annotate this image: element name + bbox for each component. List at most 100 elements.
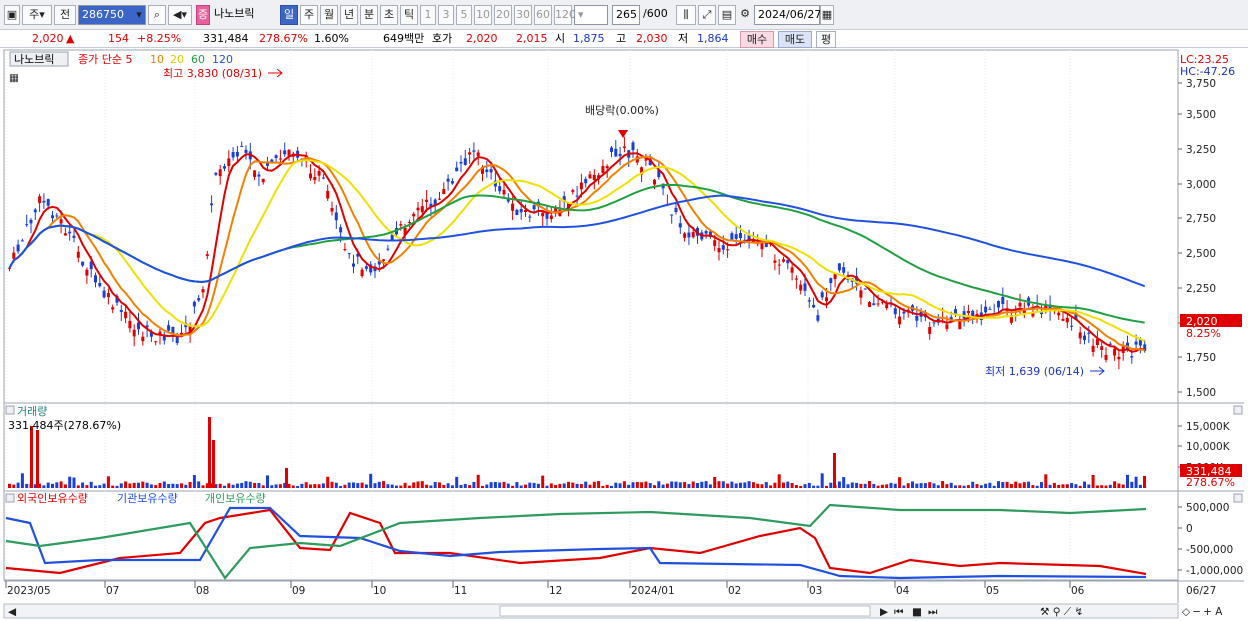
candle-body [1104,354,1108,360]
flow-close-icon[interactable] [1233,493,1243,503]
scrollbar-thumb[interactable] [499,605,871,617]
candle-body [137,322,140,330]
volume-bar [85,485,89,488]
legend-institution: 기관보유수량 [117,492,178,505]
candle-type-icon[interactable]: ⫼ [676,5,696,25]
count-input[interactable]: 265 [612,5,640,25]
period-month-tab[interactable]: 월 [320,5,338,25]
stop-icon[interactable]: ■ [912,606,922,618]
candle-body [1130,356,1134,358]
volume-bar [567,481,570,488]
period-second-tab[interactable]: 초 [380,5,398,25]
volume-bar [1121,484,1125,488]
volume-close-icon[interactable] [1233,405,1243,415]
buy-button[interactable]: 매수 [740,31,774,48]
volume-bar [330,481,334,488]
eval-button[interactable]: 평 [816,31,836,48]
period-week-button[interactable]: 주▾ [22,5,52,25]
interval-120-button[interactable]: 120 [554,5,576,25]
period-year-tab[interactable]: 년 [340,5,358,25]
volume-panel-icon[interactable] [5,405,15,415]
stock-name: 나노브릭 [214,7,255,20]
speaker-icon[interactable]: ◀▾ [168,5,192,25]
volume-bar [175,484,179,488]
volume-bar [124,481,128,488]
period-week-label: 주 [29,8,40,21]
candle-body [42,200,46,203]
volume-bar [889,482,893,488]
volume-bar [1138,484,1142,488]
candle-body [111,307,115,310]
interval-30-button[interactable]: 30 [514,5,532,25]
period-week-tab[interactable]: 주 [300,5,318,25]
interval-1-button[interactable]: 1 [420,5,436,25]
candle-body [605,166,609,169]
volume-bar [102,483,106,488]
volume-bar [868,481,871,488]
all-button[interactable]: 전 [54,5,76,25]
window-icon[interactable]: ▣ [4,5,20,25]
date-tick-label: 08 [196,585,209,597]
volume-bar [902,485,906,488]
stock-code-input[interactable]: 286750 [78,5,146,25]
candle-body [278,158,282,160]
candle-body [360,269,364,277]
search-icon[interactable]: ⌕ [148,5,166,25]
candle-body [442,189,446,195]
stock-name-tag[interactable] [9,51,69,67]
volume-bar [1001,482,1005,488]
candle-body [601,166,605,173]
draw-tool-icon[interactable]: ⤢ [698,5,716,25]
interval-3-button[interactable]: 3 [438,5,454,25]
price-tag-label: 2,020 [1186,315,1218,328]
volume-bar [532,482,536,488]
interval-60-button[interactable]: 60 [534,5,552,25]
sell-button[interactable]: 매도 [778,31,812,48]
volume-bar [640,482,644,488]
candle-body [988,308,992,310]
scroll-left-icon[interactable]: ◀ [8,606,17,618]
date-input[interactable]: 2024/06/27 [754,5,821,25]
calendar-icon[interactable]: ▦ [820,5,834,25]
zoom-controls-icon[interactable]: ◇ ─ + A [1182,606,1223,618]
candle-body [1117,356,1121,360]
volume-bar [214,484,218,488]
date-axis: 2023/05 07 08 09 10 11 12 2024/01 02 03 04 05 06 [5,581,1085,597]
candle-body [898,316,902,325]
volume-bar [36,430,39,488]
last-icon[interactable]: ⏭ [928,606,938,618]
candle-body [68,231,72,234]
code-dropdown-icon[interactable]: ▾ [136,8,142,21]
candle-body [468,152,472,155]
candle-body [820,292,824,298]
candle-body [330,207,334,212]
bid-price: 2,015 [516,32,548,45]
period-day-tab[interactable]: 일 [280,5,298,25]
volume-bar [859,483,863,488]
save-icon[interactable]: ▤ [718,5,736,25]
grid-icon[interactable]: ▦ [9,72,19,84]
flow-panel-icon[interactable] [5,493,15,503]
first-icon[interactable]: ⏮ [894,606,904,618]
scroll-right-icon[interactable]: ▶ [880,606,889,618]
candle-body [751,239,755,244]
candle-body [760,242,764,250]
period-tick-tab[interactable]: 틱 [400,5,418,25]
volume-bar [975,484,979,488]
volume-bar [463,483,467,488]
tools-icon[interactable]: ⚒ ⚲ ⟋ ↯ [1040,606,1083,618]
candle-body [880,301,884,303]
volume-bar [790,483,794,488]
interval-10-button[interactable]: 10 [474,5,492,25]
candle-body [343,249,347,251]
gear-icon[interactable]: ⚙ [740,7,750,20]
volume-bar [799,485,803,488]
candle-body [227,158,231,167]
interval-5-button[interactable]: 5 [456,5,472,25]
candle-body [678,223,682,228]
volume-bar [549,483,553,488]
interval-20-button[interactable]: 20 [494,5,512,25]
volume-bar [803,484,807,488]
interval-custom-select[interactable]: ▾ [574,5,608,25]
period-minute-tab[interactable]: 분 [360,5,378,25]
